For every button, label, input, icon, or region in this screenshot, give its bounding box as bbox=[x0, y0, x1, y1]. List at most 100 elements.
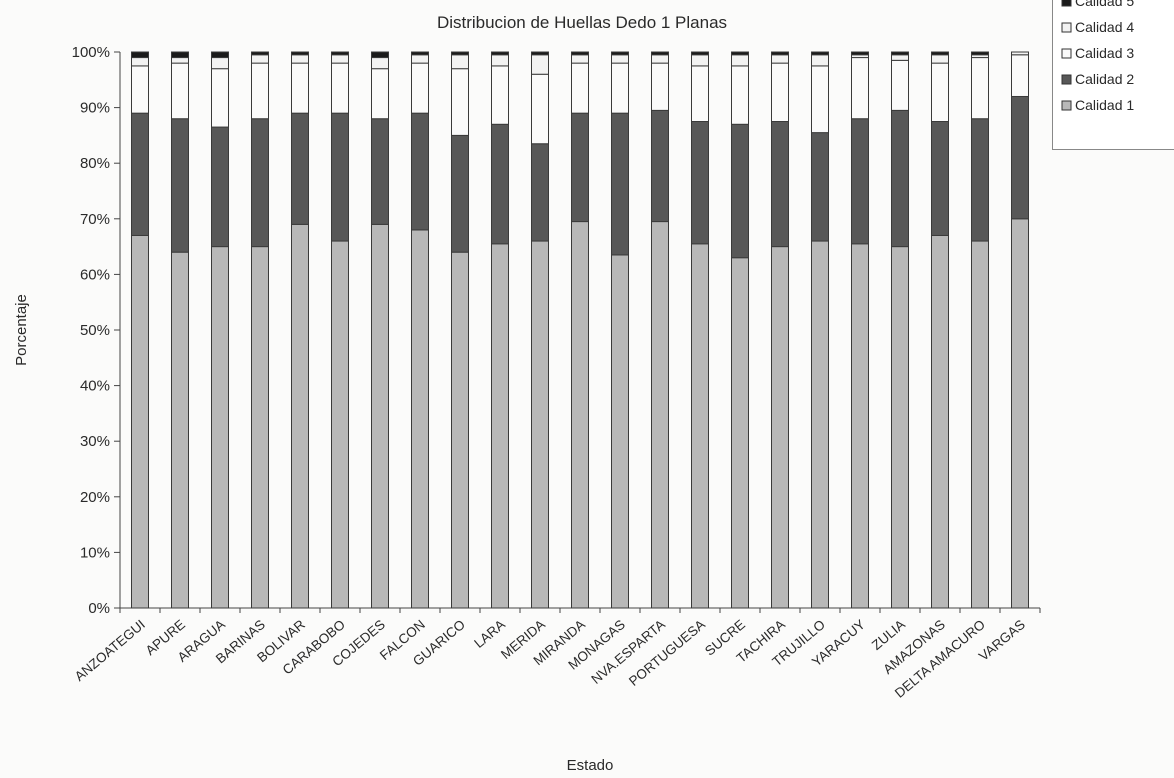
bar-segment bbox=[251, 118, 269, 248]
bar-segment bbox=[691, 65, 709, 122]
bar-segment bbox=[931, 54, 949, 64]
bar-segment bbox=[411, 51, 429, 56]
bar-segment bbox=[731, 51, 749, 56]
bar-segment bbox=[931, 62, 949, 122]
bar-segment bbox=[571, 51, 589, 56]
bar-segment bbox=[371, 57, 389, 70]
bar-segment bbox=[171, 51, 189, 59]
bar-segment bbox=[971, 240, 989, 609]
y-tick-label: 10% bbox=[80, 544, 110, 561]
y-axis-label: Porcentaje bbox=[13, 294, 30, 366]
legend-swatch bbox=[1061, 0, 1072, 7]
y-tick-label: 0% bbox=[88, 600, 110, 617]
bar-segment bbox=[1011, 54, 1029, 97]
bar-stack bbox=[411, 51, 429, 609]
bar-stack bbox=[251, 51, 269, 609]
y-tick-label: 20% bbox=[80, 489, 110, 506]
bar-segment bbox=[771, 51, 789, 56]
bar-segment bbox=[851, 57, 869, 120]
bar-segment bbox=[651, 221, 669, 609]
legend-label: Calidad 3 bbox=[1075, 45, 1134, 61]
bar-stack bbox=[731, 51, 749, 609]
x-axis: ANZOATEGUIAPUREARAGUABARINASBOLIVARCARAB… bbox=[72, 607, 1041, 701]
bar-stack bbox=[171, 51, 189, 609]
bar-stack bbox=[331, 51, 349, 609]
bar-segment bbox=[651, 109, 669, 223]
bar-segment bbox=[811, 240, 829, 609]
legend-swatch bbox=[1061, 22, 1072, 33]
legend-label: Calidad 5 bbox=[1075, 0, 1134, 9]
bar-segment bbox=[131, 112, 149, 236]
bar-segment bbox=[691, 121, 709, 245]
chart-title: Distribucion de Huellas Dedo 1 Planas bbox=[437, 13, 727, 32]
bar-segment bbox=[251, 51, 269, 56]
bar-segment bbox=[411, 229, 429, 609]
bar-segment bbox=[651, 62, 669, 111]
bar-segment bbox=[531, 73, 549, 145]
bar-stack bbox=[131, 51, 149, 609]
bar-segment bbox=[131, 51, 149, 59]
bar-segment bbox=[211, 57, 229, 70]
legend-items: Calidad 5 Calidad 4 Calidad 3 Calidad 2 Cali… bbox=[1061, 0, 1134, 113]
bar-segment bbox=[211, 246, 229, 609]
y-tick-label: 40% bbox=[80, 378, 110, 395]
bar-segment bbox=[331, 54, 349, 64]
bar-segment bbox=[131, 234, 149, 609]
y-tick-label: 70% bbox=[80, 211, 110, 228]
bar-segment bbox=[131, 65, 149, 114]
bar-segment bbox=[451, 51, 469, 56]
bar-segment bbox=[531, 240, 549, 609]
legend-swatch bbox=[1061, 48, 1072, 59]
bar-stack bbox=[611, 51, 629, 609]
bar-segment bbox=[611, 254, 629, 609]
bar-segment bbox=[771, 246, 789, 609]
bar-segment bbox=[371, 68, 389, 120]
bar-segment bbox=[491, 51, 509, 56]
bar-segment bbox=[811, 132, 829, 242]
bar-segment bbox=[291, 112, 309, 225]
y-axis: 0% 10% 20% 30% 40% 50% 60% 70% 80% 90% 100% bbox=[72, 44, 121, 617]
bar-segment bbox=[731, 65, 749, 125]
bar-segment bbox=[451, 134, 469, 253]
bar-segment bbox=[331, 240, 349, 609]
x-tick-label: ANZOATEGUI bbox=[72, 617, 148, 684]
bar-segment bbox=[251, 246, 269, 609]
bar-segment bbox=[451, 54, 469, 70]
bar-segment bbox=[451, 251, 469, 609]
y-tick-label: 90% bbox=[80, 100, 110, 117]
bar-segment bbox=[171, 118, 189, 253]
bar-segment bbox=[531, 51, 549, 56]
legend bbox=[1052, 0, 1174, 150]
bar-segment bbox=[1011, 95, 1029, 220]
bar-segment bbox=[571, 112, 589, 223]
bar-segment bbox=[971, 118, 989, 242]
bar-segment bbox=[491, 65, 509, 125]
bar-segment bbox=[771, 62, 789, 122]
bar-segment bbox=[811, 51, 829, 56]
bar-stack bbox=[811, 51, 829, 609]
bar-segment bbox=[531, 54, 549, 75]
bar-segment bbox=[371, 223, 389, 609]
bar-stack bbox=[971, 51, 989, 609]
bar-segment bbox=[1011, 218, 1029, 609]
bar-stack bbox=[291, 51, 309, 609]
bar-stack bbox=[491, 51, 509, 609]
bar-stack bbox=[571, 51, 589, 609]
bar-segment bbox=[411, 112, 429, 231]
bar-segment bbox=[331, 51, 349, 56]
legend-label: Calidad 2 bbox=[1075, 71, 1134, 87]
bar-segment bbox=[731, 54, 749, 67]
bar-segment bbox=[851, 51, 869, 56]
bar-segment bbox=[1011, 51, 1029, 56]
bar-segment bbox=[691, 51, 709, 56]
bars bbox=[131, 51, 1029, 609]
y-tick-label: 50% bbox=[80, 322, 110, 339]
bar-stack bbox=[891, 51, 909, 609]
bar-segment bbox=[411, 62, 429, 114]
bar-stack bbox=[371, 51, 389, 609]
bar-segment bbox=[291, 54, 309, 64]
bar-segment bbox=[851, 243, 869, 609]
bar-segment bbox=[651, 54, 669, 64]
bar-segment bbox=[931, 234, 949, 609]
